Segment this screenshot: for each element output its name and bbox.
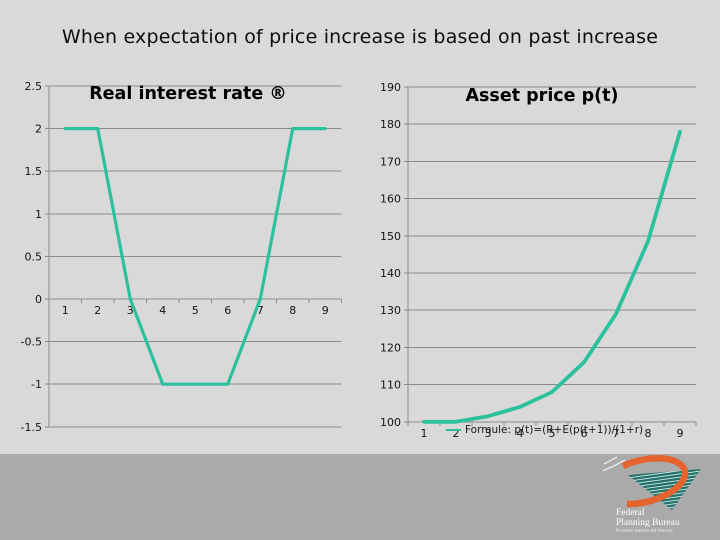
real-interest-rate-x-tick-label: 8 [289,304,296,317]
asset-price-x-tick-label: 4 [517,427,524,440]
real-interest-rate-y-tick-label: 0 [35,293,42,306]
logo-orange-swoosh-icon [621,455,689,508]
real-interest-rate-y-tick-label: 0.5 [25,250,43,263]
real-interest-rate-y-tick-label: -1 [31,378,42,391]
asset-price-y-tick-label: 110 [380,379,401,392]
right-chart-title: Asset price p(t) [465,86,619,106]
formula-legend: Formule: p(t)=(R+E(p(t+1))/(1+r) [446,423,643,437]
real-interest-rate-x-tick-label: 5 [192,304,199,317]
real-interest-rate-x-tick-label: 6 [224,304,231,317]
asset-price-y-tick-label: 140 [380,267,401,280]
real-interest-rate-y-tick-label: -0.5 [21,336,42,349]
left-chart-title: Real interest rate ® [89,84,287,104]
legend-line-icon [446,429,461,431]
fpb-logo: Federal Planning Bureau Economic analyse… [602,455,701,533]
asset-price-x-tick-label: 9 [677,427,684,440]
real-interest-rate-x-tick-label: 9 [322,304,329,317]
asset-price-x-tick-label: 6 [581,427,588,440]
asset-price-y-tick-label: 170 [380,155,401,168]
asset-price-x-tick-label: 5 [549,427,556,440]
asset-price-y-tick-label: 100 [380,416,401,429]
real-interest-rate-y-tick-label: 1.5 [25,165,43,178]
real-interest-rate-series-line [63,127,327,386]
asset-price-y-tick-label: 160 [380,193,401,206]
real-interest-rate-x-tick-label: 1 [62,304,69,317]
slide-title: When expectation of price increase is ba… [61,26,659,48]
asset-price-series-line [422,129,682,424]
logo-text-line1: Federal [616,508,645,518]
real-interest-rate-y-tick-label: 2.5 [25,80,43,93]
logo-tagline: Economic analyses and forecasts [616,528,673,533]
asset-price-x-tick-label: 1 [421,427,428,440]
real-interest-rate-x-tick-label: 4 [159,304,166,317]
asset-price-y-tick-label: 150 [380,230,401,243]
asset-price-y-tick-label: 190 [380,81,401,94]
asset-price-x-tick-label: 8 [645,427,652,440]
asset-price-y-tick-label: 120 [380,341,401,354]
footer-band [0,454,720,540]
logo-motion-dashes-icon [602,456,626,472]
real-interest-rate-y-tick-label: 2 [35,123,42,136]
real-interest-rate-y-tick-label: -1.5 [21,421,42,434]
real-interest-rate-x-tick-label: 2 [94,304,101,317]
asset-price-x-tick-label: 2 [453,427,460,440]
legend-formula-text: Formule: p(t)=(R+E(p(t+1))/(1+r) [465,424,644,436]
asset-price-x-tick-label: 3 [485,427,492,440]
real-interest-rate-y-tick-label: 1 [35,208,42,221]
asset-price-y-tick-label: 130 [380,304,401,317]
asset-price-x-tick-label: 7 [613,427,620,440]
real-interest-rate-x-tick-label: 3 [127,304,134,317]
logo-text-line2: Planning Bureau [616,518,680,528]
asset-price-y-tick-label: 180 [380,118,401,131]
real-interest-rate-x-tick-label: 7 [257,304,264,317]
